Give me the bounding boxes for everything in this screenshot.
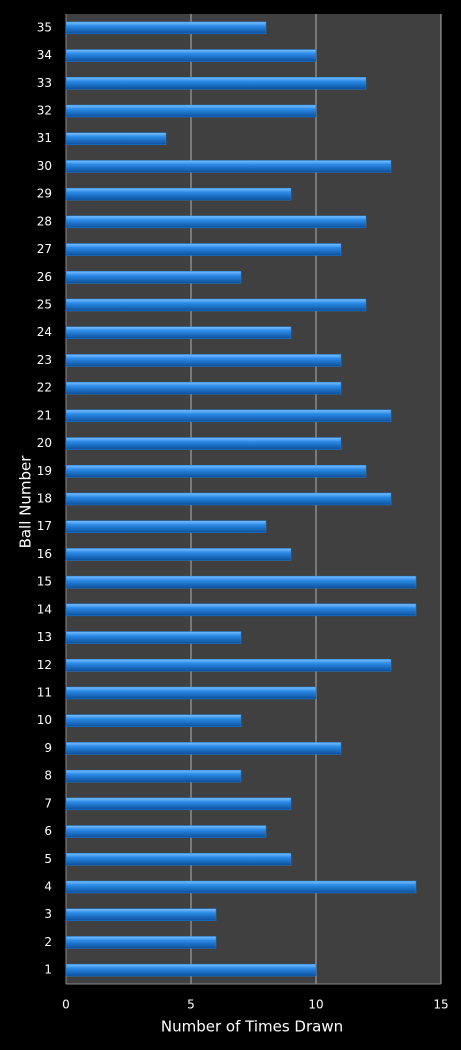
bar — [65, 963, 317, 977]
y-tick-label: 25 — [37, 298, 52, 312]
bar — [65, 298, 367, 312]
y-tick-label: 29 — [37, 187, 52, 201]
y-tick-label: 11 — [37, 686, 52, 700]
y-tick-label: 13 — [37, 630, 52, 644]
bar — [65, 575, 417, 589]
y-tick-label: 24 — [37, 325, 52, 339]
bar — [65, 243, 342, 256]
bar — [65, 686, 317, 700]
y-tick-label: 17 — [37, 519, 52, 533]
bar — [65, 215, 367, 229]
bar — [65, 548, 292, 561]
bar — [65, 77, 367, 90]
y-tick-label: 6 — [44, 824, 52, 838]
y-tick-label: 10 — [37, 713, 52, 727]
bar — [65, 908, 217, 921]
bar — [65, 936, 217, 949]
bar — [65, 465, 367, 478]
bar — [65, 49, 317, 62]
x-tick-label: 15 — [433, 998, 448, 1012]
y-tick-label: 2 — [44, 935, 52, 949]
y-tick-label: 3 — [44, 907, 52, 921]
y-tick-label: 32 — [37, 104, 52, 118]
bar — [65, 354, 342, 367]
bar — [65, 326, 292, 339]
y-tick-label: 1 — [44, 963, 52, 977]
y-tick-label: 20 — [37, 436, 52, 450]
y-tick-label: 21 — [37, 408, 52, 422]
bar — [65, 769, 242, 783]
bar — [65, 271, 242, 284]
y-axis-title: Ball Number — [17, 455, 35, 549]
bar — [65, 160, 392, 173]
y-tick-label: 9 — [44, 741, 52, 755]
x-tick-label: 5 — [187, 998, 195, 1012]
bar — [65, 714, 242, 727]
bar — [65, 742, 342, 755]
bar — [65, 104, 317, 118]
y-tick-label: 28 — [37, 214, 52, 228]
bar — [65, 853, 292, 866]
y-tick-label: 34 — [37, 48, 52, 62]
bar — [65, 631, 242, 644]
bar — [65, 603, 417, 617]
y-tick-label: 12 — [37, 658, 52, 672]
x-tick-label: 0 — [62, 998, 70, 1012]
y-tick-label: 18 — [37, 492, 52, 506]
bar — [65, 797, 292, 811]
y-tick-label: 35 — [37, 20, 52, 34]
bar — [65, 132, 167, 145]
y-tick-label: 4 — [44, 880, 52, 894]
y-tick-label: 27 — [37, 242, 52, 256]
y-tick-label: 14 — [37, 602, 52, 616]
y-tick-label: 22 — [37, 381, 52, 395]
y-tick-label: 30 — [37, 159, 52, 173]
bar — [65, 187, 292, 201]
y-tick-label: 26 — [37, 270, 52, 284]
y-tick-label: 15 — [37, 575, 52, 589]
bar — [65, 409, 392, 423]
y-tick-label: 33 — [37, 76, 52, 90]
bar — [65, 437, 342, 450]
y-tick-label: 5 — [44, 852, 52, 866]
bar — [65, 880, 417, 894]
y-tick-label: 7 — [44, 796, 52, 810]
x-tick-label: 10 — [308, 998, 323, 1012]
bar — [65, 21, 267, 35]
y-tick-label: 19 — [37, 464, 52, 478]
y-tick-label: 8 — [44, 769, 52, 783]
x-axis-title: Number of Times Drawn — [161, 1018, 343, 1036]
bar — [65, 381, 342, 395]
bar — [65, 492, 392, 506]
y-tick-label: 31 — [37, 131, 52, 145]
bar — [65, 825, 267, 838]
bar — [65, 520, 267, 533]
y-tick-label: 23 — [37, 353, 52, 367]
bar — [65, 659, 392, 672]
y-tick-label: 16 — [37, 547, 52, 561]
